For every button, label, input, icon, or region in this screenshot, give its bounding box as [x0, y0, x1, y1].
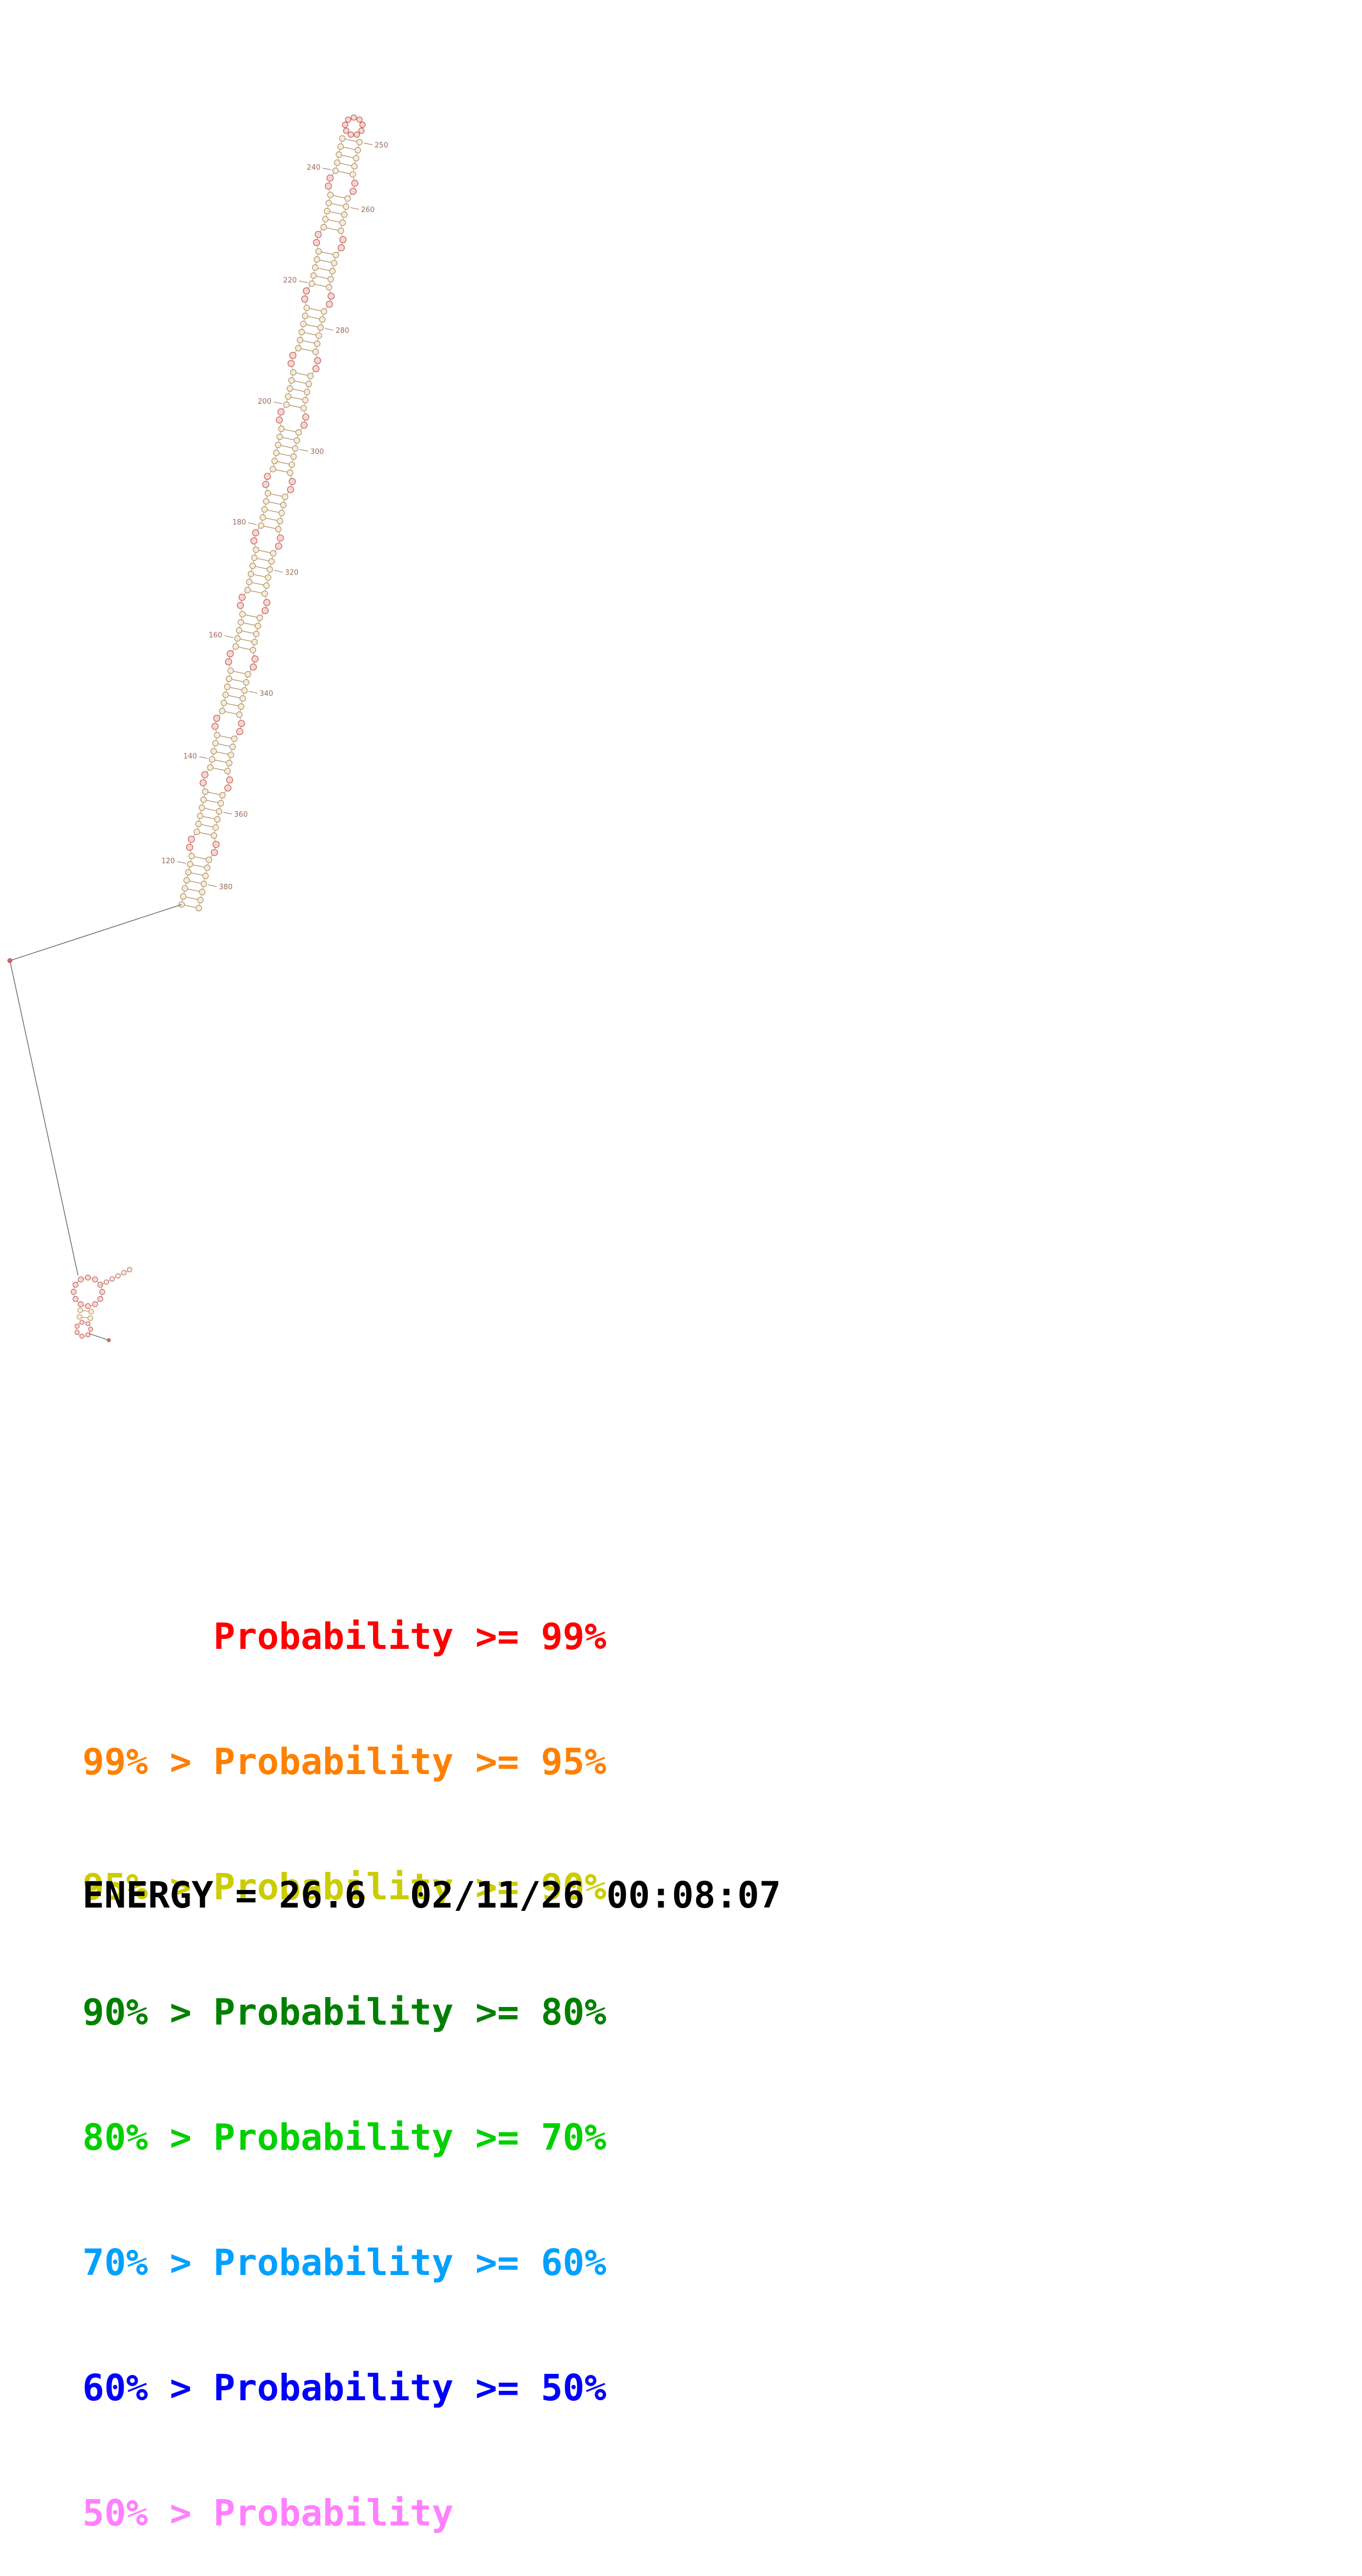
legend-entry: 99% > Probability >= 95% [82, 1741, 607, 1783]
svg-text:250: 250 [375, 141, 388, 149]
energy-line: ENERGY = 26.6 02/11/26 00:08:07 [82, 1874, 781, 1916]
svg-text:280: 280 [336, 327, 349, 335]
svg-text:320: 320 [285, 569, 299, 577]
svg-text:200: 200 [258, 398, 271, 406]
rna-structure-diagram: 250 240 260 220 280 200 300 180 320 160 340 140 360 1… [7, 114, 388, 1342]
svg-text:340: 340 [259, 690, 273, 698]
legend-entry: 95% > Probability >= 90% [82, 1866, 607, 1908]
svg-text:260: 260 [361, 206, 375, 214]
svg-text:140: 140 [184, 752, 197, 761]
svg-text:160: 160 [209, 632, 223, 640]
legend-entry: 70% > Probability >= 60% [82, 2242, 607, 2284]
svg-text:120: 120 [162, 857, 175, 866]
svg-text:220: 220 [283, 277, 297, 285]
legend-entry: Probability >= 99% [82, 1615, 607, 1658]
svg-text:380: 380 [219, 883, 232, 891]
svg-text:180: 180 [232, 518, 246, 527]
svg-text:240: 240 [307, 164, 320, 172]
legend-entry: 50% > Probability [82, 2492, 454, 2534]
page: { "page": { "background": "#ffffff" }, "… [7, 114, 781, 2534]
legend-entry: 90% > Probability >= 80% [82, 1991, 607, 2033]
legend-entry: 80% > Probability >= 70% [82, 2116, 607, 2159]
svg-text:300: 300 [310, 448, 324, 456]
probability-legend: Probability >= 99% 99% > Probability >= … [82, 1532, 607, 2576]
legend-entry: 60% > Probability >= 50% [82, 2367, 607, 2409]
svg-text:360: 360 [234, 811, 248, 819]
